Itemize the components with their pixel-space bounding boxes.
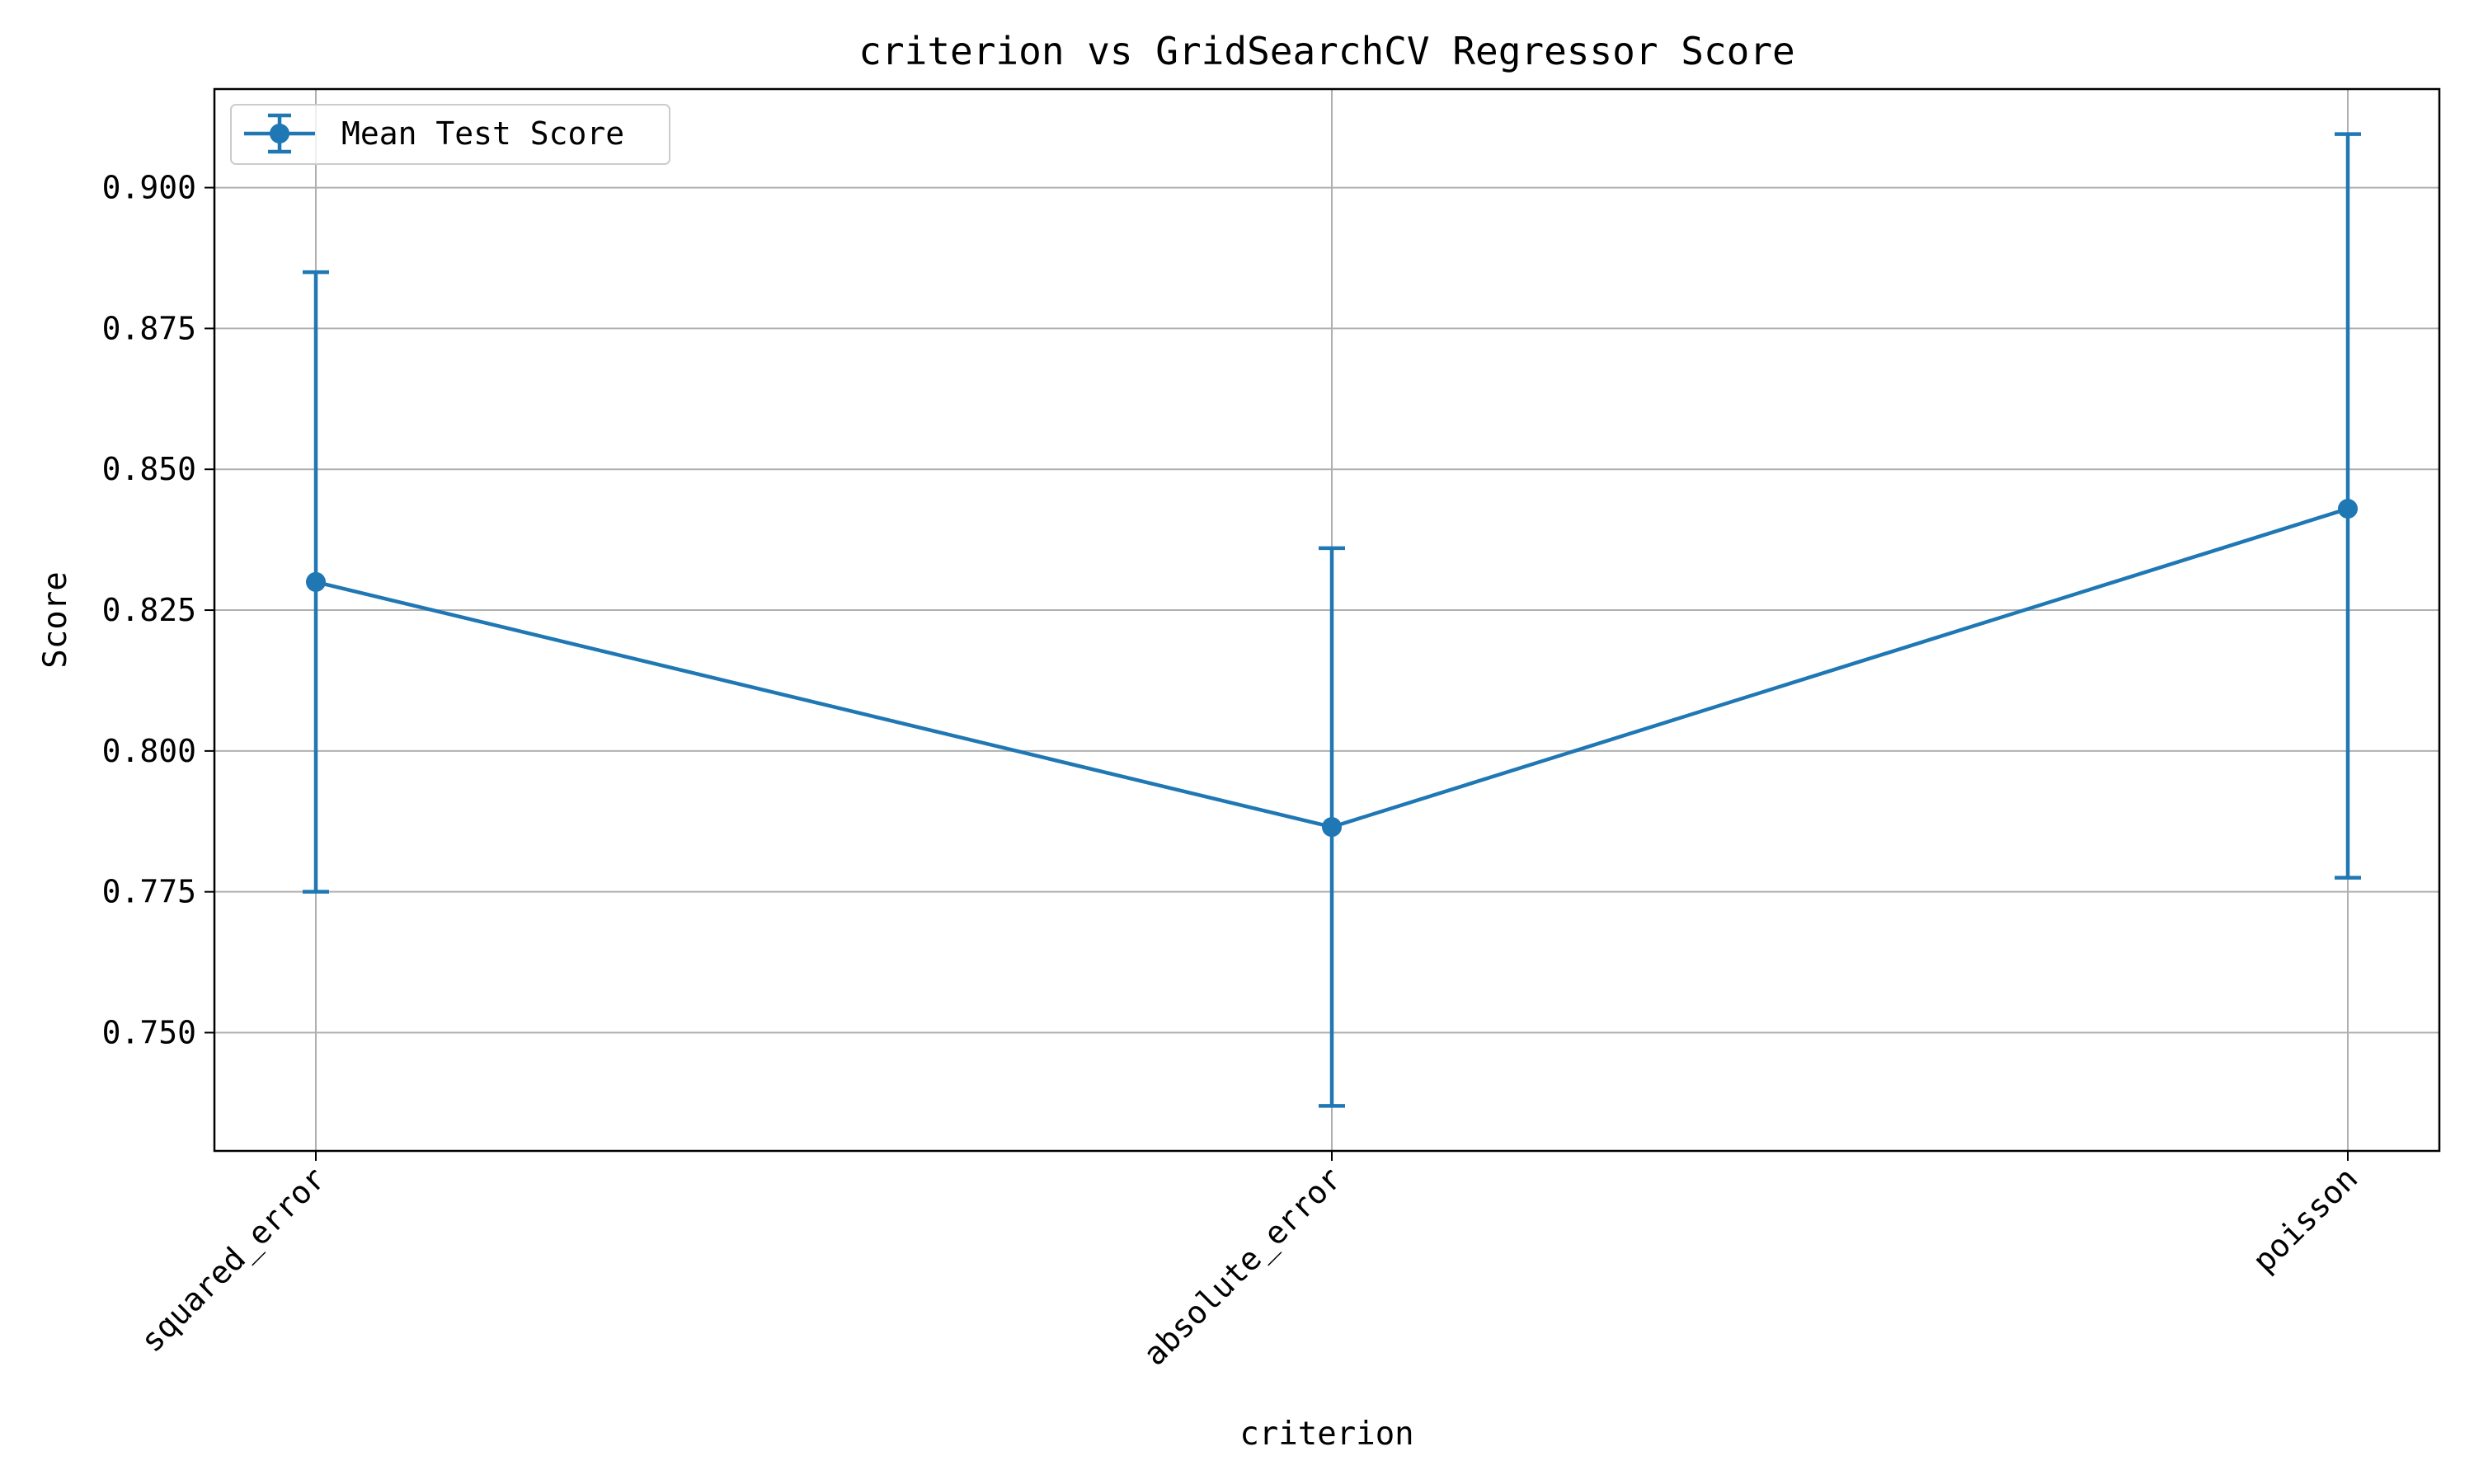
y-axis-label: Score <box>37 571 74 668</box>
legend-marker <box>244 113 315 154</box>
plot-frame <box>213 87 2441 1153</box>
y-tick-label: 0.900 <box>102 170 196 206</box>
chart-title: criterion vs GridSearchCV Regressor Scor… <box>858 29 1794 73</box>
series-mean-test-score <box>303 132 2361 1108</box>
y-tick-label: 0.750 <box>102 1015 196 1051</box>
y-tick-label: 0.800 <box>102 733 196 769</box>
data-point <box>306 571 326 592</box>
y-tick-label: 0.825 <box>102 592 196 628</box>
legend-dot <box>270 124 289 143</box>
legend-label: Mean Test Score <box>341 115 624 152</box>
y-tick-label: 0.850 <box>102 451 196 487</box>
x-axis-label: criterion <box>1239 1416 1413 1453</box>
legend-box <box>230 104 670 165</box>
y-tick-label: 0.775 <box>102 874 196 910</box>
legend: Mean Test Score <box>230 104 670 165</box>
data-point <box>1322 817 1342 838</box>
y-tick-label: 0.875 <box>102 310 196 346</box>
data-point <box>2338 499 2358 519</box>
